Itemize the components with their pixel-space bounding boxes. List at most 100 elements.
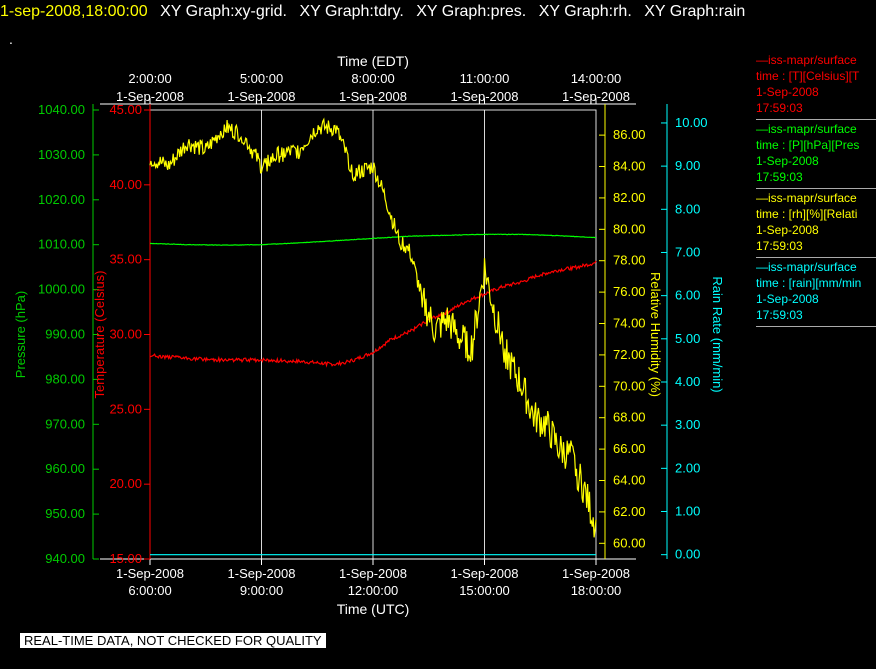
graph-tab-xy-grid[interactable]: XY Graph:xy-grid. (160, 3, 287, 20)
top-tick-time: 14:00:00 (571, 71, 622, 86)
legend-date: 1-Sep-2008 (756, 154, 819, 168)
bottom-axis-label: Time (UTC) (337, 601, 410, 617)
legend-name: —iss-mapr/surface (756, 260, 857, 274)
status-dot: . (9, 31, 13, 47)
legend-time: 17:59:03 (756, 101, 803, 115)
top-tick-time: 2:00:00 (128, 71, 171, 86)
legend-time: 17:59:03 (756, 239, 803, 253)
bottom-tick-time: 12:00:00 (348, 583, 399, 598)
humidity-tick-label: 72.00 (613, 347, 646, 362)
bottom-tick-date: 1-Sep-2008 (562, 566, 630, 581)
legend-name: —iss-mapr/surface (756, 53, 857, 67)
legend-entry-pressure[interactable]: —iss-mapr/surface time : [P][hPa][Pres 1… (756, 121, 876, 189)
title-bar: 1-sep-2008,18:00:00 XY Graph:xy-grid. XY… (0, 3, 876, 25)
temperature-tick-label: 45.00 (109, 102, 142, 117)
rain-tick-label: 6.00 (675, 288, 700, 303)
bottom-tick-date: 1-Sep-2008 (228, 566, 296, 581)
legend-entry-rain[interactable]: —iss-mapr/surface time : [rain][mm/min 1… (756, 259, 876, 327)
bottom-tick-date: 1-Sep-2008 (339, 566, 407, 581)
rain-tick-label: 7.00 (675, 244, 700, 259)
pressure-tick-label: 970.00 (45, 416, 85, 431)
legend-time: 17:59:03 (756, 308, 803, 322)
humidity-tick-label: 86.00 (613, 127, 646, 142)
legend-unit: time : [rh][%][Relati (756, 207, 858, 221)
rain-tick-label: 8.00 (675, 201, 700, 216)
bottom-tick-date: 1-Sep-2008 (451, 566, 519, 581)
series-line-rh (149, 117, 597, 538)
rain-tick-label: 5.00 (675, 331, 700, 346)
series-line-T (149, 260, 597, 368)
rain-tick-label: 2.00 (675, 460, 700, 475)
pressure-tick-label: 1010.00 (38, 237, 85, 252)
graph-tab-rain[interactable]: XY Graph:rain (644, 3, 746, 20)
top-tick-date: 1-Sep-2008 (339, 89, 407, 104)
temperature-axis-label: Temperature (Celsius) (92, 271, 107, 399)
legend-unit: time : [rain][mm/min (756, 276, 862, 290)
pressure-tick-label: 940.00 (45, 551, 85, 566)
pressure-tick-label: 1000.00 (38, 282, 85, 297)
legend-entry-humidity[interactable]: —iss-mapr/surface time : [rh][%][Relati … (756, 190, 876, 258)
humidity-tick-label: 68.00 (613, 410, 646, 425)
humidity-tick-label: 70.00 (613, 378, 646, 393)
pressure-tick-label: 980.00 (45, 371, 85, 386)
humidity-tick-label: 74.00 (613, 316, 646, 331)
rain-tick-label: 3.00 (675, 417, 700, 432)
graph-tab-pres[interactable]: XY Graph:pres. (416, 3, 527, 20)
humidity-tick-label: 80.00 (613, 221, 646, 236)
pressure-tick-label: 1030.00 (38, 147, 85, 162)
temperature-tick-label: 15.00 (109, 551, 142, 566)
temperature-tick-label: 25.00 (109, 401, 142, 416)
graph-tab-rh[interactable]: XY Graph:rh. (538, 3, 632, 20)
legend-date: 1-Sep-2008 (756, 292, 819, 306)
rain-tick-label: 1.00 (675, 504, 700, 519)
humidity-tick-label: 84.00 (613, 159, 646, 174)
series-line-P (149, 233, 597, 246)
pressure-tick-label: 990.00 (45, 327, 85, 342)
top-tick-date: 1-Sep-2008 (116, 89, 184, 104)
humidity-tick-label: 66.00 (613, 441, 646, 456)
legend-unit: time : [T][Celsius][T (756, 69, 860, 83)
legend-entry-temperature[interactable]: —iss-mapr/surface time : [T][Celsius][T … (756, 52, 876, 120)
bottom-tick-time: 6:00:00 (128, 583, 171, 598)
legend-name: —iss-mapr/surface (756, 122, 857, 136)
legend-date: 1-Sep-2008 (756, 223, 819, 237)
bottom-tick-date: 1-Sep-2008 (116, 566, 184, 581)
rain-tick-label: 9.00 (675, 158, 700, 173)
pressure-tick-label: 960.00 (45, 461, 85, 476)
quality-disclaimer: REAL-TIME DATA, NOT CHECKED FOR QUALITY (20, 633, 326, 648)
top-tick-date: 1-Sep-2008 (451, 89, 519, 104)
top-axis-label: Time (EDT) (337, 53, 409, 69)
top-tick-date: 1-Sep-2008 (228, 89, 296, 104)
top-tick-time: 5:00:00 (240, 71, 283, 86)
bottom-tick-time: 15:00:00 (459, 583, 510, 598)
bottom-tick-time: 9:00:00 (240, 583, 283, 598)
legend-unit: time : [P][hPa][Pres (756, 138, 860, 152)
legend-time: 17:59:03 (756, 170, 803, 184)
temperature-tick-label: 35.00 (109, 252, 142, 267)
graph-tab-tdry[interactable]: XY Graph:tdry. (299, 3, 404, 20)
pressure-tick-label: 950.00 (45, 506, 85, 521)
humidity-tick-label: 64.00 (613, 473, 646, 488)
legend-date: 1-Sep-2008 (756, 85, 819, 99)
humidity-tick-label: 78.00 (613, 253, 646, 268)
top-tick-date: 1-Sep-2008 (562, 89, 630, 104)
humidity-tick-label: 82.00 (613, 190, 646, 205)
top-tick-time: 8:00:00 (351, 71, 394, 86)
humidity-tick-label: 76.00 (613, 284, 646, 299)
rain-tick-label: 0.00 (675, 547, 700, 562)
pressure-tick-label: 1020.00 (38, 192, 85, 207)
rain-tick-label: 10.00 (675, 115, 708, 130)
legend-name: —iss-mapr/surface (756, 191, 857, 205)
humidity-tick-label: 60.00 (613, 535, 646, 550)
pressure-axis-label: Pressure (hPa) (13, 291, 28, 378)
pressure-tick-label: 1040.00 (38, 102, 85, 117)
title-timestamp: 1-sep-2008,18:00:00 (0, 3, 148, 20)
top-tick-time: 11:00:00 (460, 71, 510, 86)
rain-tick-label: 4.00 (675, 374, 700, 389)
rain-axis-label: Rain Rate (mm/min) (710, 276, 725, 392)
humidity-tick-label: 62.00 (613, 504, 646, 519)
legend: —iss-mapr/surface time : [T][Celsius][T … (756, 52, 876, 328)
temperature-tick-label: 30.00 (109, 327, 142, 342)
bottom-tick-time: 18:00:00 (571, 583, 622, 598)
